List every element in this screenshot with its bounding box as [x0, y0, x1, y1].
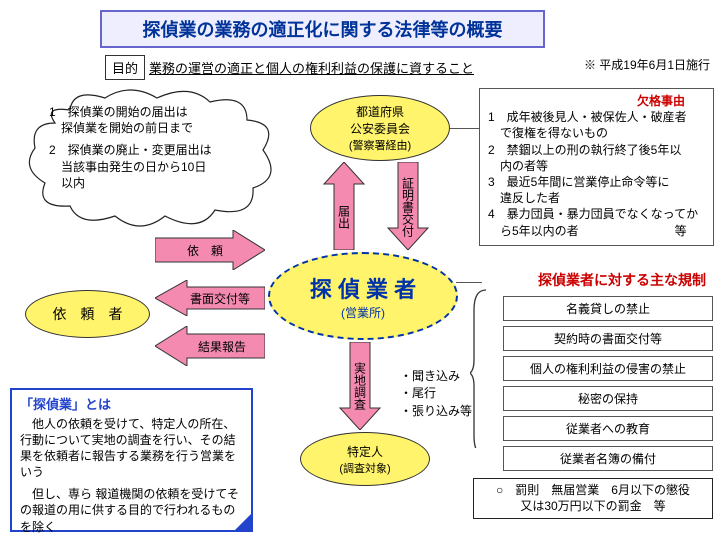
center-oval: 探 偵 業 者 (営業所)	[268, 252, 458, 340]
client-oval: 依 頼 者	[25, 290, 150, 338]
arrow-report-label: 結果報告	[182, 338, 262, 355]
target-oval: 特定人 (調査対象)	[300, 432, 430, 486]
notification-cloud: 1 探偵業の開始の届出は 探偵業を開始の前日まで 2 探偵業の廃止・変更届出は …	[25, 88, 280, 218]
effective-date: ※ 平成19年6月1日施行	[584, 56, 710, 73]
disq-i1: 1 成年被後見人・被保佐人・破産者 で復権を得ないもの	[488, 109, 705, 141]
committee-l3: (警察署経由)	[349, 137, 411, 153]
committee-l1: 都道府県	[356, 103, 404, 120]
definition-header: 「探偵業」とは	[20, 396, 243, 414]
reg-item: 秘密の保持	[503, 386, 713, 411]
purpose-text: 業務の運営の適正と個人の権利利益の保護に資すること	[149, 58, 474, 77]
disq-i4: 4 暴力団員・暴力団員でなくなってか ら5年以内の者 等	[488, 206, 705, 238]
definition-body2: 但し、専ら 報道機関の依頼を受けてその報道の用に供する目的で行われるものを除く	[20, 486, 243, 535]
center-sub: (営業所)	[341, 304, 385, 321]
reg-item: 従業者名簿の備付	[503, 446, 713, 471]
arrow-cert-label: 証明書交付	[400, 172, 416, 242]
disq-i3: 3 最近5年間に営業停止命令等に 違反した者	[488, 174, 705, 206]
center-big: 探 偵 業 者	[310, 272, 416, 304]
target-l2: (調査対象)	[339, 460, 390, 476]
arrow-field-label: 実地調査	[352, 356, 368, 416]
disq-header: 欠格事由	[488, 93, 705, 109]
connector-line	[450, 128, 480, 129]
fold-corner-icon	[234, 513, 252, 531]
cloud-item-1: 1 探偵業の開始の届出は 探偵業を開始の前日まで	[49, 104, 257, 136]
connector-line	[456, 282, 482, 283]
reg-item: 従業者への教育	[503, 416, 713, 441]
committee-l2: 公安委員会	[350, 120, 410, 137]
survey-items: ・聞き込み ・尾行 ・張り込み等	[400, 368, 472, 420]
definition-body1: 他人の依頼を受けて、特定人の所在、行動について実地の調査を行い、その結果を依頼者…	[20, 416, 243, 481]
reg-item: 個人の権利利益の侵害の禁止	[503, 356, 713, 381]
penalty-box: ○ 罰則 無届営業 6月以下の懲役 又は30万円以下の罰金 等	[473, 478, 713, 519]
disq-i2: 2 禁錮以上の刑の執行終了後5年以 内の者等	[488, 142, 705, 174]
target-l1: 特定人	[347, 443, 383, 460]
disqualification-box: 欠格事由 1 成年被後見人・被保佐人・破産者 で復権を得ないもの 2 禁錮以上の…	[479, 88, 714, 246]
page-title: 探偵業の業務の適正化に関する法律等の概要	[100, 10, 545, 48]
purpose-row: 目的 業務の運営の適正と個人の権利利益の保護に資すること	[105, 55, 474, 80]
reg-item: 名義貸しの禁止	[503, 296, 713, 321]
reg-item: 契約時の書面交付等	[503, 326, 713, 351]
arrow-notify-label: 届出	[336, 192, 352, 242]
arrow-request-label: 依 頼	[170, 242, 240, 259]
arrow-docs-label: 書面交付等	[180, 290, 260, 307]
cloud-item-2: 2 探偵業の廃止・変更届出は 当該事由発生の日から10日 以内	[49, 142, 257, 191]
regs-header: 探偵業者に対する主な規制	[538, 270, 706, 290]
regs-list: 名義貸しの禁止 契約時の書面交付等 個人の権利利益の侵害の禁止 秘密の保持 従業…	[503, 296, 713, 471]
regs-bracket-icon	[470, 288, 488, 448]
purpose-label: 目的	[105, 55, 145, 80]
definition-box: 「探偵業」とは 他人の依頼を受けて、特定人の所在、行動について実地の調査を行い、…	[10, 388, 253, 532]
client-label: 依 頼 者	[53, 304, 123, 324]
committee-oval: 都道府県 公安委員会 (警察署経由)	[310, 95, 450, 161]
